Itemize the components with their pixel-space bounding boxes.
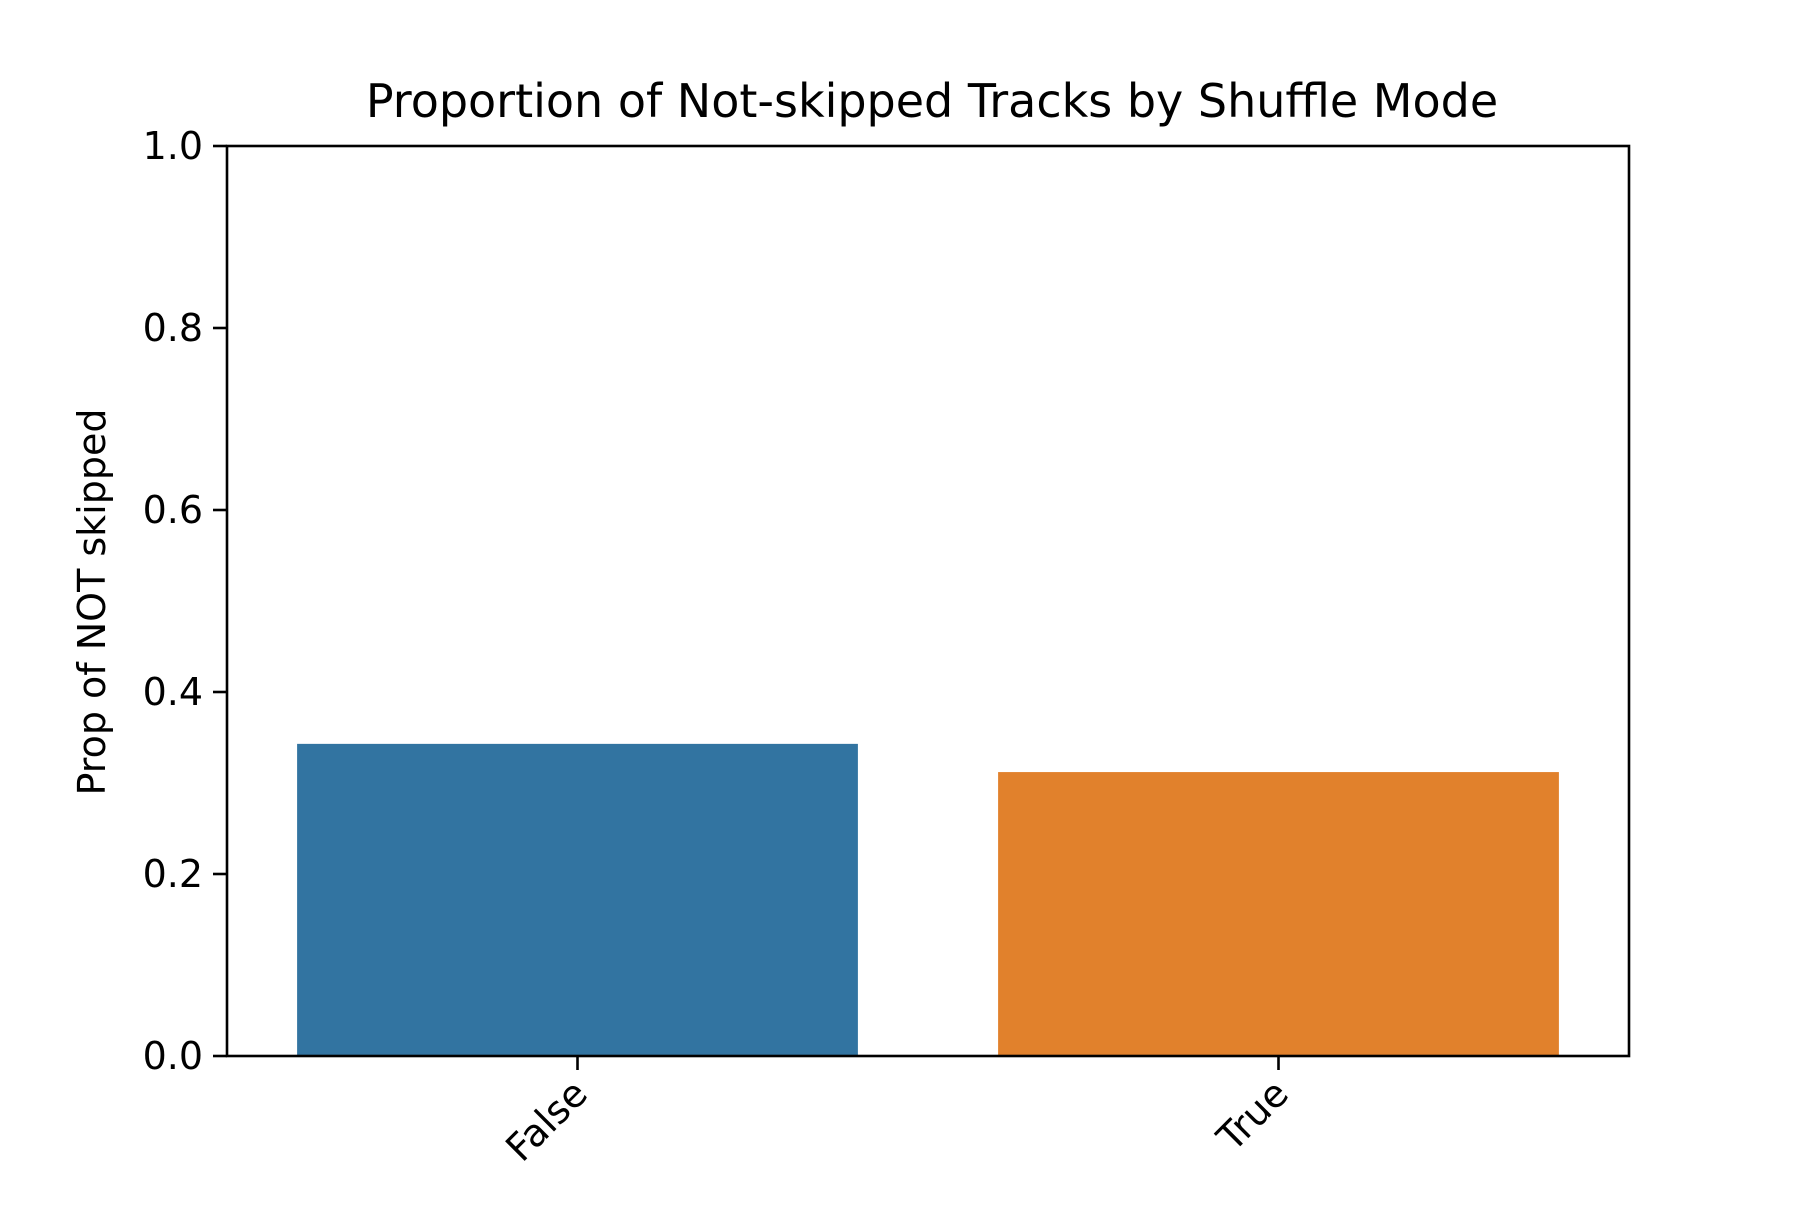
y-tick-label: 0.2 xyxy=(143,852,203,896)
y-tick-label: 0.4 xyxy=(143,670,203,714)
y-tick-label: 0.0 xyxy=(143,1034,203,1078)
y-axis-ticks: 0.0 0.2 0.4 0.6 0.8 1.0 xyxy=(143,124,227,1078)
y-tick-label: 0.8 xyxy=(143,306,203,350)
y-tick-label: 0.6 xyxy=(143,488,203,532)
bar-false xyxy=(297,743,858,1056)
chart-title: Proportion of Not-skipped Tracks by Shuf… xyxy=(366,74,1498,128)
bar-true xyxy=(998,772,1559,1056)
plot-area-frame xyxy=(225,144,1631,1058)
bars-group xyxy=(297,743,1559,1056)
y-axis-label: Prop of NOT skipped xyxy=(70,409,114,796)
y-tick-label: 1.0 xyxy=(143,124,203,168)
